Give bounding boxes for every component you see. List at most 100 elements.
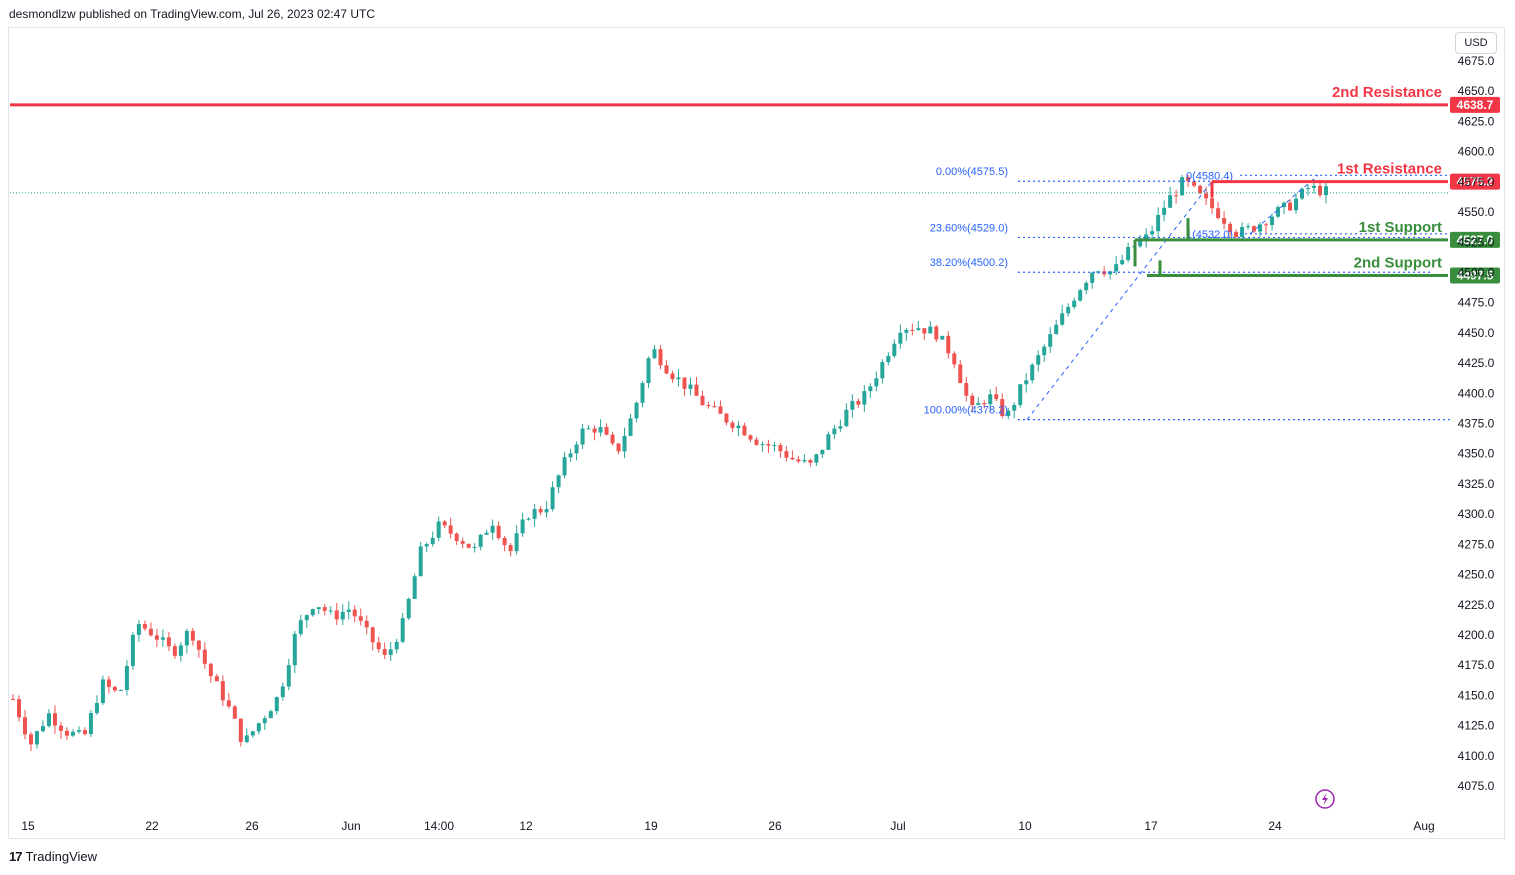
x-tick-label: 22: [145, 819, 159, 833]
candle-body: [226, 700, 231, 707]
candle-body: [1282, 202, 1287, 208]
candle-body: [808, 460, 813, 463]
candle-body: [1120, 260, 1125, 265]
x-tick-label: 19: [644, 819, 658, 833]
level-label: 1st Resistance: [1337, 161, 1442, 178]
x-tick-label: Jun: [341, 819, 360, 833]
candle-body: [1180, 177, 1185, 196]
candle-body: [202, 649, 207, 664]
candle-body: [1234, 231, 1239, 238]
candle-body: [784, 451, 789, 458]
y-tick-label: 4475.0: [1458, 296, 1495, 310]
price-tag: [1450, 96, 1500, 113]
candle-body: [382, 649, 387, 655]
candle-body: [880, 362, 885, 379]
candle-body: [88, 713, 93, 735]
candle-body: [1066, 306, 1071, 314]
candle-body: [1288, 202, 1293, 211]
candle-body: [406, 598, 411, 619]
candle-body: [694, 384, 699, 396]
candle-body: [1258, 224, 1263, 232]
candle-body: [970, 395, 975, 405]
candle-body: [232, 706, 237, 719]
candle-body: [532, 509, 537, 519]
candle-body: [472, 546, 477, 548]
candle-body: [676, 377, 681, 380]
candle-body: [172, 646, 177, 656]
candle-body: [1000, 399, 1005, 417]
levels-layer: 2nd Resistance 4638.7 1st Resistance 4575.2…: [10, 84, 1500, 284]
candle-body: [196, 640, 201, 650]
x-tick-label: 10: [1018, 819, 1032, 833]
currency-button[interactable]: USD: [1455, 32, 1497, 54]
candle-body: [364, 620, 369, 628]
candle-body: [844, 409, 849, 427]
candle-body: [256, 723, 261, 732]
candle-body: [832, 428, 837, 435]
candle-body: [814, 454, 819, 463]
candle-body: [1012, 404, 1017, 411]
candle-body: [688, 384, 693, 389]
candle-body: [244, 735, 249, 743]
candle-body: [658, 349, 663, 366]
candle-body: [1294, 198, 1299, 211]
x-tick-label: 26: [245, 819, 259, 833]
candle-body: [772, 445, 777, 447]
fib-level-label: 38.20%(4500.2): [930, 257, 1008, 269]
candle-body: [94, 703, 99, 714]
candle-body: [934, 326, 939, 340]
candle-body: [646, 358, 651, 384]
candle-body: [1228, 223, 1233, 232]
y-tick-label: 4375.0: [1458, 417, 1495, 431]
y-tick-label: 4400.0: [1458, 386, 1495, 400]
candle-body: [586, 428, 591, 430]
y-tick-label: 4650.0: [1458, 84, 1495, 98]
candle-body: [760, 444, 765, 446]
lightning-icon[interactable]: [1315, 789, 1335, 809]
candle-body: [1084, 282, 1089, 291]
candle-body: [1210, 198, 1215, 209]
candle-body: [1042, 346, 1047, 356]
candle-body: [874, 378, 879, 387]
candle-body: [1018, 384, 1023, 405]
candle-body: [718, 406, 723, 414]
candle-body: [700, 395, 705, 406]
candle-body: [142, 624, 147, 629]
tradingview-logo[interactable]: 17 TradingView: [9, 849, 97, 864]
candle-body: [352, 609, 357, 617]
candle-body: [748, 435, 753, 440]
y-tick-label: 4550.0: [1458, 205, 1495, 219]
fib-small-label: 0(4580.4): [1186, 170, 1233, 182]
candle-body: [184, 630, 189, 646]
candle-body: [1306, 187, 1311, 189]
candle-body: [994, 394, 999, 400]
candle-body: [862, 391, 867, 405]
candle-body: [238, 718, 243, 743]
x-tick-label: Jul: [890, 819, 905, 833]
candle-body: [436, 521, 441, 538]
candle-body: [1126, 246, 1131, 261]
candle-body: [412, 576, 417, 599]
candle-body: [328, 610, 333, 612]
price-tag-label: 4497.5: [1457, 268, 1494, 282]
candle-body: [826, 434, 831, 450]
x-tick-label: 14:00: [424, 819, 454, 833]
publish-info: desmondlzw published on TradingView.com,…: [9, 7, 375, 21]
fibonacci-layer: 0.00%(4575.5) 23.60%(4529.0) 38.20%(4500.2…: [924, 166, 1452, 421]
candle-body: [322, 607, 327, 611]
candle-body: [1030, 364, 1035, 381]
candle-body: [346, 609, 351, 612]
candle-body: [394, 641, 399, 650]
price-axis: 4675.0 4650.0 4625.0 4600.0 4575.0 4550.0 4525…: [1458, 54, 1495, 793]
candle-body: [388, 649, 393, 655]
candle-body: [850, 400, 855, 410]
candle-body: [790, 457, 795, 460]
candle-body: [616, 443, 621, 452]
level-label: 1st Support: [1359, 219, 1442, 236]
y-tick-label: 4225.0: [1458, 598, 1495, 612]
candle-body: [712, 406, 717, 408]
y-tick-label: 4450.0: [1458, 326, 1495, 340]
candle-body: [670, 373, 675, 380]
candle-body: [1318, 185, 1323, 196]
